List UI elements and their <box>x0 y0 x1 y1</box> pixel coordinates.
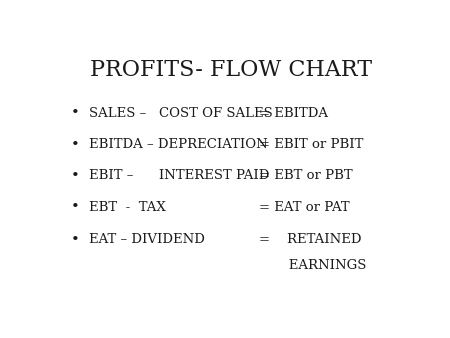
Text: = EBITDA: = EBITDA <box>258 107 328 120</box>
Text: •: • <box>71 106 80 120</box>
Text: EARNINGS: EARNINGS <box>258 259 366 272</box>
Text: •: • <box>71 169 80 183</box>
Text: =    RETAINED: = RETAINED <box>258 233 361 246</box>
Text: SALES –   COST OF SALES: SALES – COST OF SALES <box>90 107 273 120</box>
Text: EAT – DIVIDEND: EAT – DIVIDEND <box>90 233 205 246</box>
Text: = EBT or PBT: = EBT or PBT <box>258 169 352 183</box>
Text: EBIT –      INTEREST PAID: EBIT – INTEREST PAID <box>90 169 270 183</box>
Text: EBT  -  TAX: EBT - TAX <box>90 201 166 214</box>
Text: •: • <box>71 200 80 214</box>
Text: = EBIT or PBIT: = EBIT or PBIT <box>258 138 363 151</box>
Text: = EAT or PAT: = EAT or PAT <box>258 201 349 214</box>
Text: EBITDA – DEPRECIATION: EBITDA – DEPRECIATION <box>90 138 268 151</box>
Text: •: • <box>71 138 80 152</box>
Text: PROFITS- FLOW CHART: PROFITS- FLOW CHART <box>90 59 372 81</box>
Text: •: • <box>71 233 80 247</box>
